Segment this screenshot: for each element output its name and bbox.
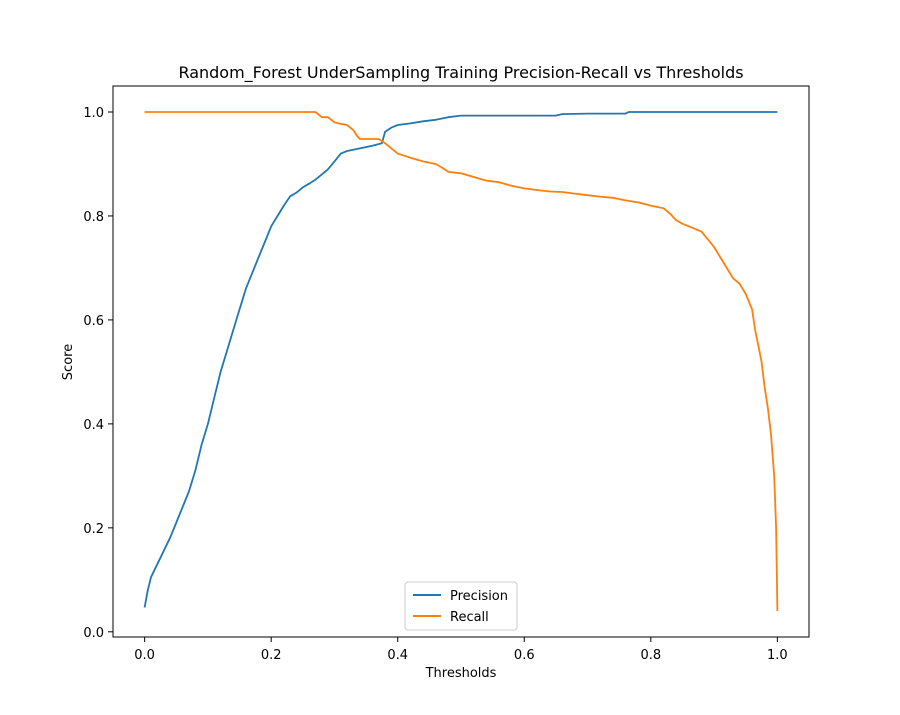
x-tick-label: 0.0	[134, 648, 155, 663]
x-tick-label: 0.8	[640, 648, 661, 663]
legend-label-precision: Precision	[450, 589, 508, 604]
x-axis-label: Thresholds	[425, 666, 497, 681]
x-tick-label: 1.0	[767, 648, 788, 663]
y-tick-label: 0.8	[83, 210, 104, 225]
plot-frame	[112, 85, 810, 638]
series-line-recall	[144, 111, 779, 612]
y-tick-label: 0.4	[83, 418, 104, 433]
y-axis-label: Score	[61, 344, 76, 380]
legend-label-recall: Recall	[450, 610, 489, 625]
x-tick-label: 0.6	[514, 648, 535, 663]
x-tick-label: 0.4	[387, 648, 408, 663]
y-tick-label: 0.6	[83, 314, 104, 329]
chart-title: Random_Forest UnderSampling Training Pre…	[178, 63, 743, 83]
y-axis: 0.0 0.2 0.4 0.6 0.8 1.0	[83, 106, 113, 641]
plot-lines	[143, 111, 779, 612]
y-tick-label: 1.0	[83, 106, 104, 121]
legend: Precision Recall	[404, 581, 518, 631]
y-tick-label: 0.0	[83, 626, 104, 641]
series-line-precision	[143, 111, 778, 608]
x-tick-label: 0.2	[261, 648, 282, 663]
y-tick-label: 0.2	[83, 522, 104, 537]
x-axis: 0.0 0.2 0.4 0.6 0.8 1.0	[134, 637, 788, 663]
